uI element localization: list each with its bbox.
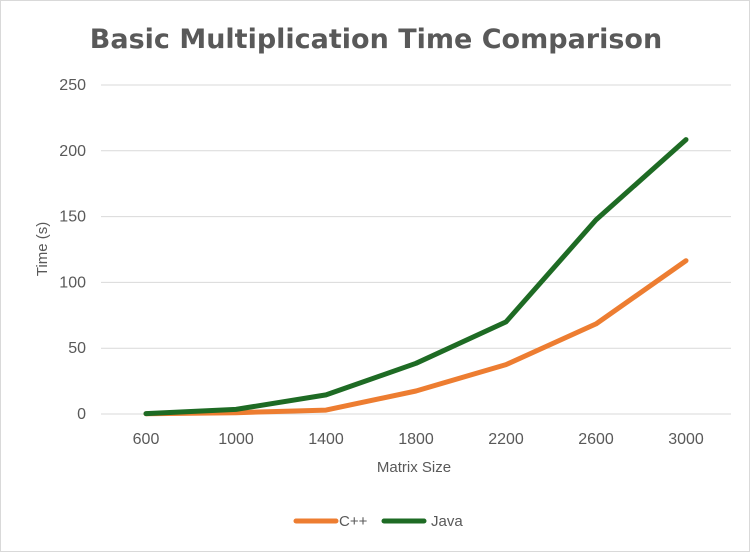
gridlines bbox=[101, 84, 731, 415]
x-tick-label: 1400 bbox=[308, 431, 344, 448]
y-tick-label: 0 bbox=[77, 406, 86, 423]
x-tick-label: 2200 bbox=[488, 431, 524, 448]
chart-title: Basic Multiplication Time Comparison bbox=[90, 24, 662, 55]
x-tick-label: 1000 bbox=[218, 431, 254, 448]
y-tick-label: 50 bbox=[68, 340, 86, 357]
x-axis-title: Matrix Size bbox=[377, 459, 451, 476]
y-tick-label: 200 bbox=[59, 143, 86, 160]
x-tick-label: 3000 bbox=[668, 431, 704, 448]
x-tick-label: 1800 bbox=[398, 431, 434, 448]
y-axis-title: Time (s) bbox=[34, 222, 51, 276]
series-line-0 bbox=[143, 258, 689, 417]
legend-label: Java bbox=[431, 513, 463, 530]
x-tick-label: 2600 bbox=[578, 431, 614, 448]
y-tick-label: 100 bbox=[59, 274, 86, 291]
y-tick-label: 150 bbox=[59, 209, 86, 226]
legend: C++ Java bbox=[293, 513, 463, 530]
y-axis-ticks: 0 50 100 150 200 250 bbox=[59, 77, 86, 423]
series-lines bbox=[143, 137, 689, 417]
x-tick-label: 600 bbox=[133, 431, 160, 448]
x-axis-ticks: 600 1000 1400 1800 2200 2600 3000 bbox=[133, 431, 704, 448]
series-line-1 bbox=[143, 137, 689, 417]
y-tick-label: 250 bbox=[59, 77, 86, 94]
legend-label: C++ bbox=[339, 513, 368, 530]
